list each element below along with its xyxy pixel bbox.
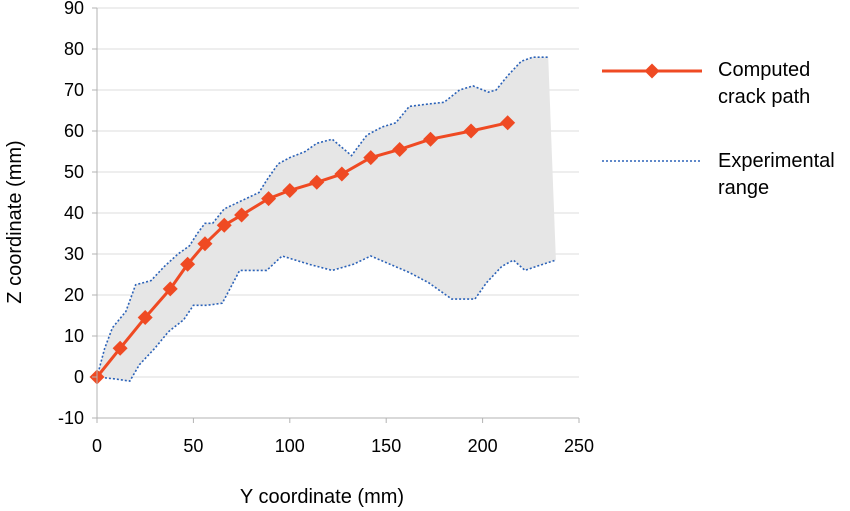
y-tick-label: 20 bbox=[64, 285, 84, 305]
computed-crack-path-point bbox=[112, 340, 128, 356]
x-tick-label: 50 bbox=[183, 436, 203, 456]
y-tick-label: 40 bbox=[64, 203, 84, 223]
computed-crack-path-point bbox=[423, 131, 439, 147]
computed-crack-path-point bbox=[463, 123, 479, 139]
y-tick-label: 80 bbox=[64, 39, 84, 59]
experimental-range-upper-line bbox=[96, 56, 549, 378]
computed-crack-path-point bbox=[197, 236, 213, 252]
axes bbox=[92, 7, 580, 423]
computed-crack-path-point bbox=[137, 310, 153, 326]
computed-crack-path-point bbox=[261, 191, 277, 207]
y-tick-label: 0 bbox=[74, 367, 84, 387]
computed-crack-path-point bbox=[392, 141, 408, 157]
y-tick-label: 10 bbox=[64, 326, 84, 346]
computed-crack-path-point bbox=[234, 207, 250, 223]
x-tick-labels: 0 50 100 150 200 250 bbox=[92, 436, 594, 456]
y-tick-label: 90 bbox=[64, 0, 84, 18]
y-tick-labels: -10 0 10 20 30 40 50 60 70 80 90 bbox=[58, 0, 84, 428]
x-tick-label: 0 bbox=[92, 436, 102, 456]
computed-crack-path-point bbox=[216, 217, 232, 233]
x-tick-label: 150 bbox=[371, 436, 401, 456]
y-tick-label: 70 bbox=[64, 80, 84, 100]
legend: Computed crack path Experimental range bbox=[602, 59, 835, 199]
legend-experimental-range-label: Experimental range bbox=[718, 150, 835, 199]
computed-crack-path-point bbox=[309, 174, 325, 190]
y-tick-label: 50 bbox=[64, 162, 84, 182]
x-axis-title: Y coordinate (mm) bbox=[240, 486, 404, 508]
experimental-range-fill bbox=[97, 57, 556, 382]
experimental-range-lower-line bbox=[96, 255, 557, 382]
x-tick-label: 250 bbox=[564, 436, 594, 456]
computed-crack-path-point bbox=[334, 166, 350, 182]
x-tick-label: 200 bbox=[468, 436, 498, 456]
legend-computed-crack-path-label: Computed crack path bbox=[718, 59, 810, 108]
y-tick-label: 60 bbox=[64, 121, 84, 141]
legend-computed-crack-path-marker bbox=[644, 63, 660, 79]
x-tick-label: 100 bbox=[275, 436, 305, 456]
computed-crack-path-point bbox=[500, 115, 516, 131]
y-axis-title: Z coordinate (mm) bbox=[4, 140, 26, 303]
y-tick-label: -10 bbox=[58, 408, 84, 428]
computed-crack-path-point bbox=[180, 256, 196, 272]
computed-crack-path-point bbox=[162, 281, 178, 297]
computed-crack-path-point bbox=[282, 182, 298, 198]
y-tick-label: 30 bbox=[64, 244, 84, 264]
computed-crack-path-point bbox=[363, 150, 379, 166]
